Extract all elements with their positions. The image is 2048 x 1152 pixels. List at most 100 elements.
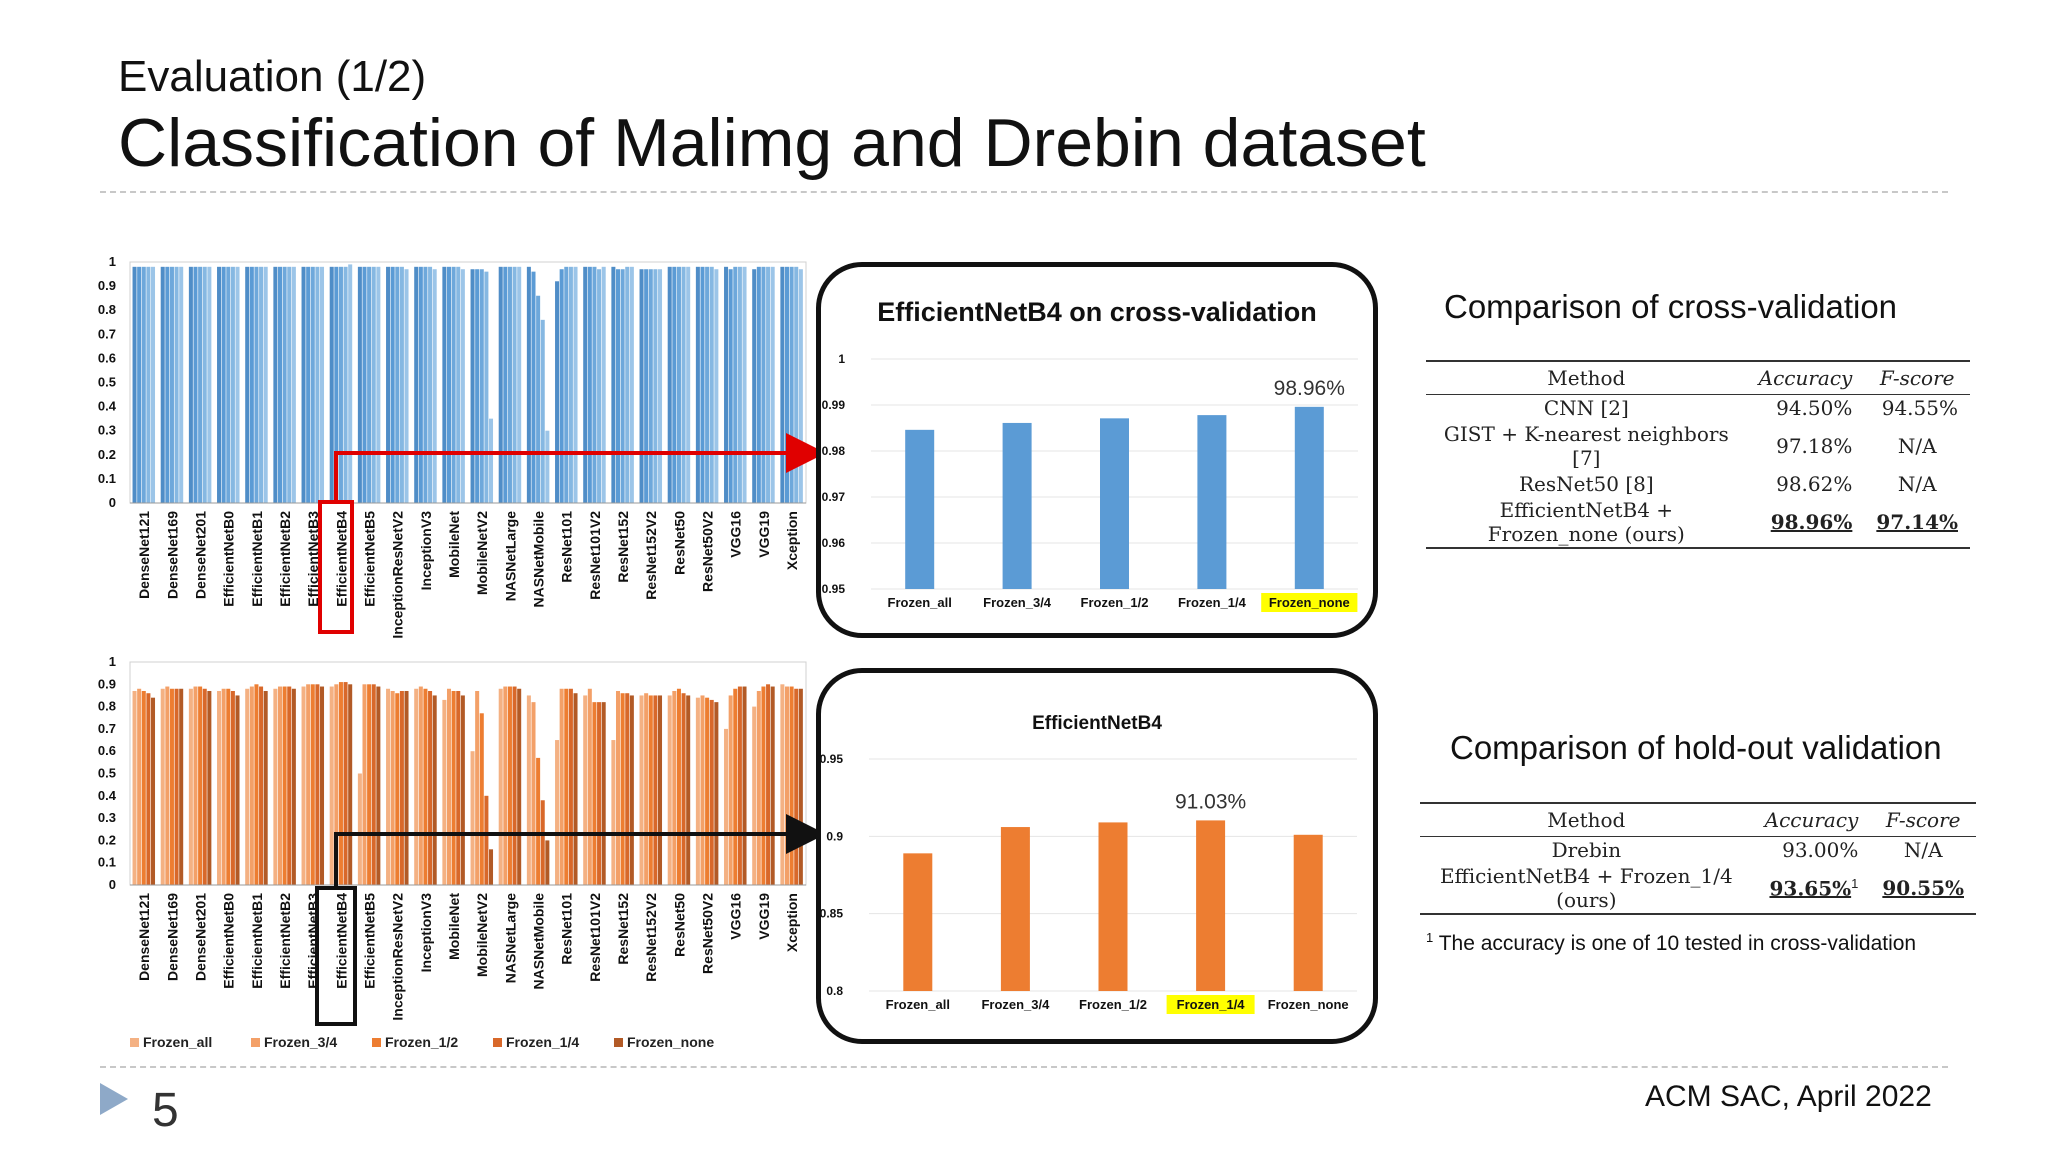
bar [338, 266, 343, 503]
bar [1197, 415, 1227, 589]
bar [343, 266, 348, 503]
bar [146, 693, 151, 885]
bar [583, 695, 588, 885]
y-tick-label: 1 [109, 654, 116, 669]
bar [611, 266, 616, 503]
bar [315, 684, 320, 885]
bar [629, 266, 634, 503]
bar [151, 697, 156, 885]
bar [348, 684, 353, 885]
bar [390, 690, 395, 885]
bar [695, 266, 700, 503]
x-tick-label: ResNet50V2 [699, 893, 715, 974]
bar [798, 269, 803, 503]
bar [456, 266, 461, 503]
fscore-cell: 97.14% [1876, 510, 1958, 534]
bar [503, 266, 508, 503]
bar [277, 686, 283, 885]
bar [460, 695, 465, 885]
bar [151, 266, 156, 503]
x-tick-label: EfficientNetB4 [333, 893, 349, 989]
x-tick-label: Frozen_3/4 [983, 595, 1052, 610]
bar [1000, 827, 1030, 991]
bar [428, 690, 433, 885]
slide-subtitle: Evaluation (1/2) [118, 52, 427, 101]
x-tick-label: DenseNet121 [136, 511, 152, 599]
bar [357, 773, 362, 885]
col-accuracy: Accuracy [1758, 366, 1853, 390]
bar [479, 713, 484, 885]
bar [573, 266, 578, 503]
bar [362, 684, 367, 885]
bar [531, 702, 536, 885]
x-tick-label: EfficientNetB0 [221, 893, 237, 989]
y-tick-label: 0.4 [98, 788, 117, 803]
bar [310, 684, 315, 885]
bar [259, 266, 264, 503]
accuracy-value: 93.65% [1769, 876, 1852, 901]
x-tick-label: Frozen_1/2 [1081, 595, 1149, 610]
page-number: 5 [152, 1084, 179, 1137]
y-tick-label: 0.6 [98, 743, 116, 758]
bar [676, 266, 681, 503]
fscore-cell: N/A [1897, 472, 1937, 496]
bar [780, 684, 785, 885]
bar [207, 266, 212, 503]
footnote-marker: 1 [1426, 930, 1434, 945]
bar [601, 266, 606, 503]
table-row: CNN [2] 94.50% 94.55% [1426, 395, 1970, 422]
bar [141, 266, 146, 503]
y-tick-label: 0.7 [98, 721, 116, 736]
bar [291, 688, 296, 885]
header-divider [100, 191, 1948, 193]
bar [442, 699, 447, 885]
bar [517, 688, 522, 885]
y-tick-label: 0 [109, 495, 116, 510]
bar [320, 686, 325, 885]
bar [700, 695, 705, 885]
bar [414, 266, 419, 503]
y-tick-label: 0.2 [98, 832, 116, 847]
bar [653, 269, 658, 503]
legend-label: Frozen_all [143, 1034, 212, 1050]
x-tick-label: EfficientNetB1 [249, 511, 265, 607]
x-tick-label: ResNet50 [671, 893, 687, 957]
y-tick-label: 0.3 [98, 423, 116, 438]
x-tick-label: VGG19 [756, 893, 772, 940]
y-tick-label: 1 [838, 352, 845, 366]
x-tick-label: MobileNetV2 [474, 893, 490, 977]
y-tick-label: 0.95 [821, 752, 843, 766]
bar [794, 688, 799, 885]
bar [263, 690, 268, 885]
bar [217, 690, 222, 885]
y-tick-label: 0.1 [98, 471, 116, 486]
bar [460, 269, 465, 503]
bar [301, 686, 306, 885]
bar [132, 690, 137, 885]
bar [423, 688, 428, 885]
bar [198, 686, 203, 885]
accuracy-cell: 94.50% [1776, 396, 1853, 420]
x-tick-label: InceptionV3 [418, 893, 434, 973]
bar [169, 266, 174, 503]
table-row: EfficientNetB4 + Frozen_none (ours) 98.9… [1426, 497, 1970, 548]
bar [207, 690, 212, 885]
bar [484, 795, 489, 885]
bar [709, 699, 714, 885]
x-tick-label: EfficientNetB2 [277, 893, 293, 989]
bar [517, 266, 522, 503]
x-tick-label: Xception [784, 511, 800, 570]
bar [761, 686, 766, 885]
bar [230, 266, 235, 503]
bar [428, 266, 433, 503]
bar [507, 686, 512, 885]
x-tick-label: Frozen_all [886, 997, 950, 1012]
bar [179, 266, 184, 503]
bar [540, 319, 545, 503]
y-tick-label: 0.8 [826, 984, 843, 998]
col-method: Method [1547, 808, 1626, 832]
method-cell: ResNet50 [8] [1518, 472, 1654, 496]
superscript-marker: 1 [1851, 875, 1859, 891]
bar [451, 690, 456, 885]
x-tick-label: Frozen_none [1269, 595, 1350, 610]
